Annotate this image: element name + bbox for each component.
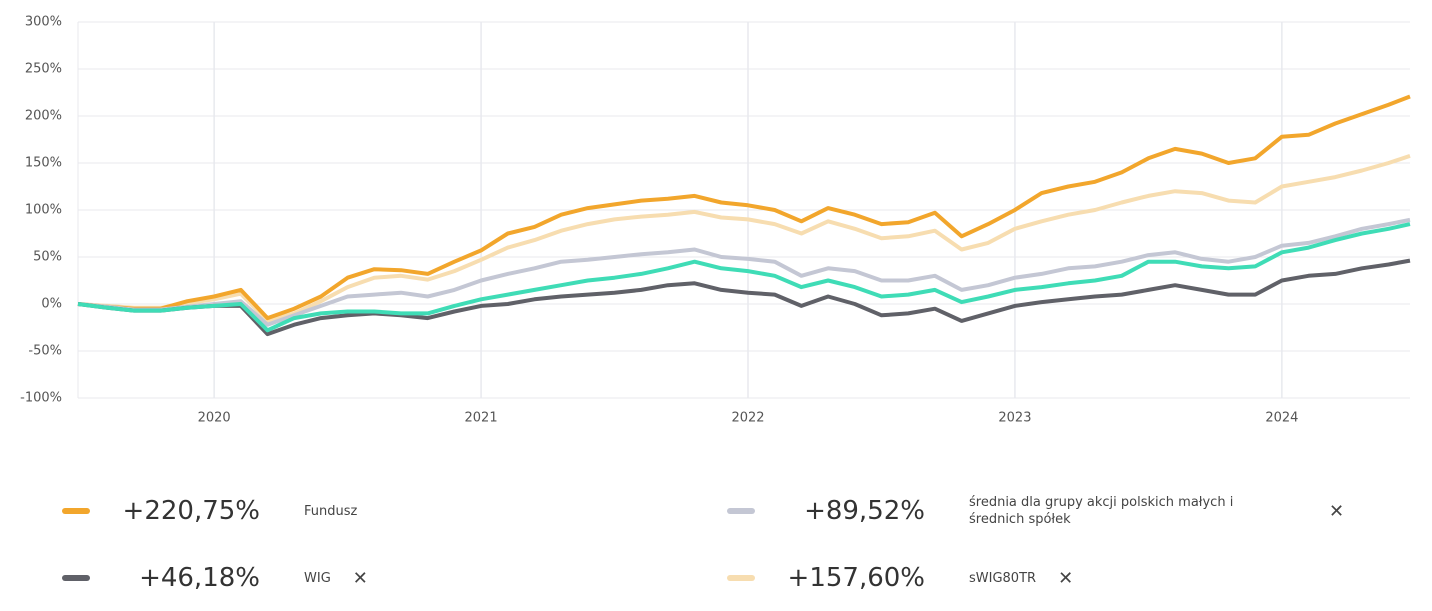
legend-value: +46,18% — [139, 563, 260, 593]
y-tick-label: 150% — [25, 156, 62, 171]
legend-item: +157,60% sWIG80TR ✕ — [727, 563, 1073, 593]
y-tick-label: 250% — [25, 62, 62, 77]
legend-swatch — [62, 575, 90, 581]
legend-swatch — [727, 575, 755, 581]
remove-button[interactable]: ✕ — [352, 567, 368, 589]
legend-value: +220,75% — [122, 496, 260, 526]
y-tick-label: 0% — [41, 297, 62, 312]
y-tick-label: -50% — [28, 344, 62, 359]
remove-button[interactable]: ✕ — [1329, 500, 1345, 522]
legend-value: +157,60% — [787, 563, 925, 593]
chart: -100% -50% 0% 50% 100% 150% 200% 250% 300% 2020 20… — [20, 15, 1411, 426]
series-line — [77, 222, 1411, 333]
legend-label: WIG — [304, 570, 331, 586]
legend-swatch — [62, 508, 90, 514]
series-line — [77, 258, 1411, 337]
series-line — [77, 154, 1411, 323]
x-tick-label: 2023 — [998, 411, 1031, 426]
legend-value: +89,52% — [804, 496, 925, 526]
legend-label: sWIG80TR — [969, 570, 1037, 586]
legend-item: +220,75% Fundusz — [62, 496, 357, 526]
legend-item: +89,52% średnia dla grupy akcji polskich … — [727, 494, 1344, 528]
x-tick-label: 2020 — [198, 411, 231, 426]
series-line — [77, 217, 1411, 327]
y-tick-label: 200% — [25, 109, 62, 124]
remove-button[interactable]: ✕ — [1058, 567, 1074, 589]
y-tick-label: 50% — [33, 250, 62, 265]
y-tick-label: -100% — [20, 391, 62, 406]
y-tick-label: 300% — [25, 15, 62, 30]
legend-label: średnia dla grupy akcji polskich małych … — [969, 495, 1234, 527]
x-tick-label: 2021 — [465, 411, 498, 426]
legend-label: Fundusz — [304, 503, 358, 519]
y-tick-label: 100% — [25, 203, 62, 218]
series-line — [77, 94, 1411, 321]
legend-swatch — [727, 508, 755, 514]
legend-item: +46,18% WIG ✕ — [62, 563, 368, 593]
x-tick-label: 2024 — [1265, 411, 1298, 426]
x-tick-label: 2022 — [731, 411, 764, 426]
